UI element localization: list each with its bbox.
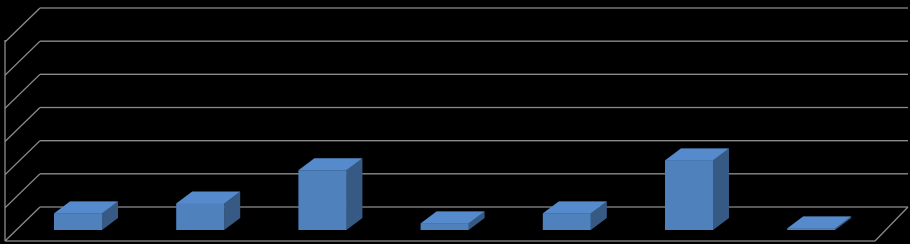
bar-top [176, 191, 241, 204]
bar [54, 213, 102, 230]
floor-right-edge [874, 206, 909, 242]
bar-side [102, 201, 118, 230]
bar-top [665, 148, 729, 161]
side-grid-line [4, 140, 41, 176]
bar-side [590, 201, 607, 230]
bar-side [713, 148, 729, 230]
bar-top [542, 201, 607, 214]
bar [787, 228, 836, 230]
side-grid-line [4, 206, 41, 242]
side-grid-line [4, 173, 41, 209]
bar-side [468, 211, 485, 230]
bar-top [420, 211, 485, 224]
bar-side [346, 158, 363, 230]
bar-top [54, 201, 118, 214]
bar-side [224, 191, 241, 230]
side-grid-line [4, 40, 41, 76]
bar-top [787, 216, 852, 229]
bar-side [835, 216, 852, 230]
bar [542, 213, 591, 230]
bar [665, 160, 713, 230]
bar-top [298, 158, 363, 171]
bar [420, 223, 469, 230]
side-grid-line [4, 73, 41, 109]
side-grid-line [4, 7, 41, 43]
bar [298, 170, 347, 230]
bar [176, 203, 225, 230]
side-grid-line [4, 107, 41, 142]
